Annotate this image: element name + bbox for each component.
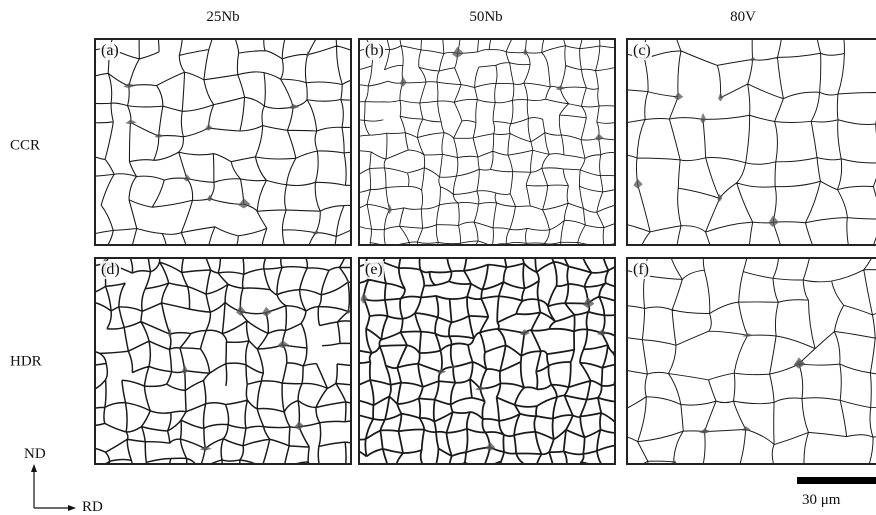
second-phase-particle: [123, 82, 136, 89]
second-phase-particle: [238, 198, 251, 209]
second-phase-particle: [594, 133, 604, 141]
micrograph-image: [96, 40, 350, 244]
grain-boundaries: [96, 259, 350, 463]
second-phase-particle: [206, 194, 213, 202]
second-phase-particle: [768, 215, 779, 227]
second-phase-particle: [204, 124, 213, 131]
row-label-hdr: HDR: [10, 353, 42, 370]
second-phase-particle: [306, 51, 310, 58]
second-phase-particle: [741, 426, 751, 432]
second-phase-particle: [674, 92, 684, 101]
grain-boundaries: [360, 40, 614, 244]
second-phase-particle: [154, 133, 164, 138]
second-phase-particle: [452, 46, 465, 58]
micrograph-panel-a: (a): [94, 38, 352, 246]
grain-boundaries: [96, 40, 350, 244]
second-phase-particle: [183, 174, 191, 182]
column-header-25nb: 25Nb: [206, 9, 240, 25]
second-phase-particle: [700, 112, 707, 125]
micrograph-panel-e: (e): [358, 257, 616, 465]
grain-boundaries: [360, 259, 614, 463]
second-phase-particle: [671, 459, 677, 463]
second-phase-particle: [718, 92, 724, 102]
second-phase-particle: [749, 56, 756, 62]
panel-label: (f): [632, 261, 650, 280]
second-phase-particle: [181, 364, 188, 375]
second-phase-particle: [168, 327, 172, 339]
row-label-ccr: CCR: [10, 137, 41, 154]
second-phase-particle: [125, 119, 137, 125]
second-phase-particle: [236, 305, 246, 316]
scale-bar-label: 30 μm: [802, 492, 841, 508]
micrograph-image: [360, 40, 614, 244]
second-phase-particle: [742, 333, 754, 337]
second-phase-particle: [399, 76, 407, 87]
second-phase-particle: [582, 297, 595, 309]
second-phase-particle: [203, 443, 208, 453]
second-phase-particle: [288, 104, 300, 110]
column-header-50nb: 50Nb: [469, 9, 503, 25]
grain-boundaries: [628, 259, 876, 463]
second-phase-particle: [346, 279, 350, 284]
second-phase-particle: [312, 230, 321, 235]
panel-label: (d): [100, 261, 121, 280]
micrograph-image: [96, 259, 350, 463]
panel-label: (e): [364, 261, 384, 280]
micrograph-image: [628, 40, 876, 244]
panel-label: (a): [100, 42, 120, 61]
column-header-80v: 80V: [730, 9, 756, 25]
second-phase-particle: [475, 386, 487, 391]
second-phase-particle: [485, 441, 496, 452]
second-phase-particle: [519, 329, 530, 337]
second-phase-particle: [523, 47, 528, 56]
grain-boundaries: [628, 40, 876, 244]
panel-label: (b): [364, 42, 385, 61]
second-phase-particle: [702, 428, 708, 434]
second-phase-particle: [633, 178, 643, 189]
axis-label-rd: RD: [82, 499, 103, 515]
micrograph-panel-b: (b): [358, 38, 616, 246]
second-phase-particle: [277, 340, 290, 349]
second-phase-particle: [387, 203, 393, 215]
second-phase-particle: [294, 421, 305, 430]
micrograph-panel-f: (f): [626, 257, 876, 465]
second-phase-particle: [555, 85, 566, 91]
panel-label: (c): [632, 42, 652, 61]
micrograph-panel-d: (d): [94, 257, 352, 465]
axis-label-nd: ND: [24, 446, 46, 462]
second-phase-particle: [346, 307, 350, 315]
scale-bar: [797, 477, 876, 484]
micrograph-image: [628, 259, 876, 463]
second-phase-particle: [793, 357, 806, 369]
micrograph-image: [360, 259, 614, 463]
second-phase-particle: [360, 292, 368, 304]
micrograph-panel-c: (c): [626, 38, 876, 246]
second-phase-particle: [261, 306, 272, 317]
second-phase-particle: [451, 364, 456, 369]
second-phase-particle: [596, 329, 608, 336]
second-phase-particle: [437, 369, 447, 374]
second-phase-particle: [717, 193, 723, 202]
axis-arrows-icon: [31, 464, 76, 511]
